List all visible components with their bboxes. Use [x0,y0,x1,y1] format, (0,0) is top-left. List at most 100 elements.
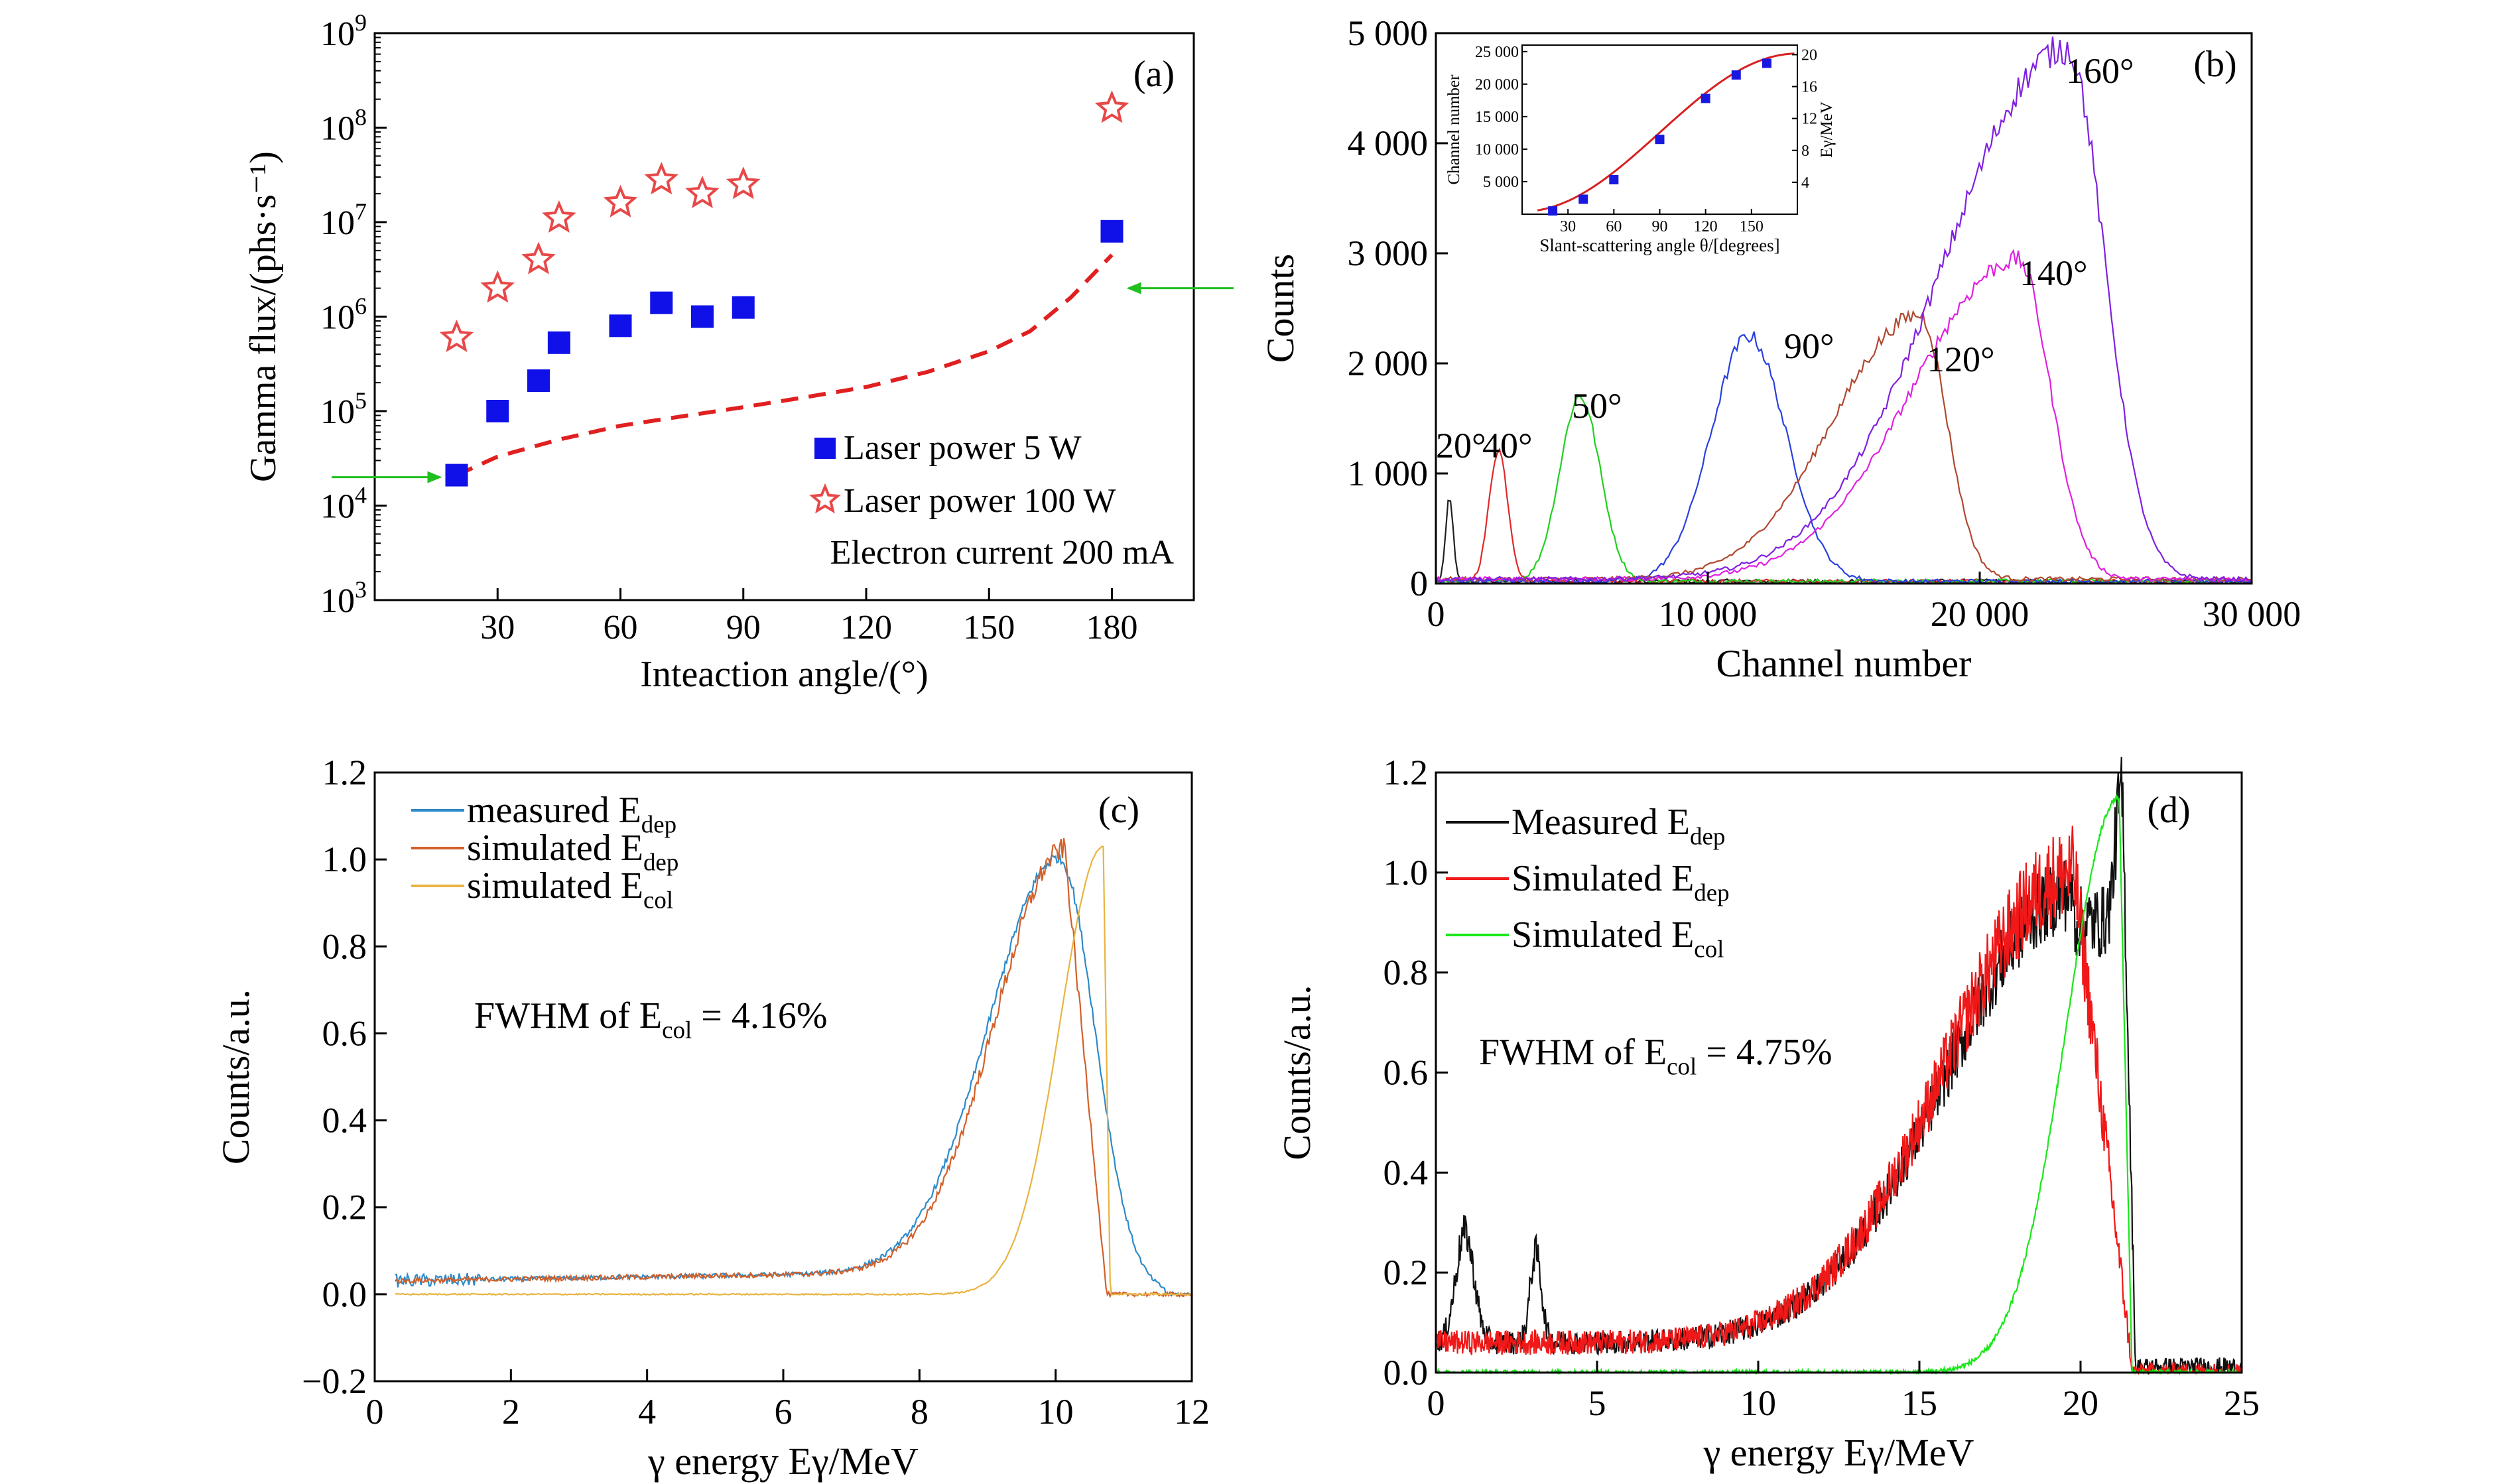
spectrum-line [395,845,1192,1296]
inset-data-point [1578,194,1588,204]
data-point-star [521,241,556,275]
x-tick-label: 2 [502,1392,520,1432]
y-tick-label: 0.4 [322,1101,367,1141]
x-axis-label: γ energy Eγ/MeV [1703,1431,1974,1474]
y-tick-label: 1.2 [1383,753,1429,792]
y-tick-label: 0.8 [1383,953,1429,993]
y-tick-label: 104 [320,482,367,526]
data-point-square [486,400,509,422]
x-tick-label: 15 [1901,1383,1937,1423]
y-tick-label: 107 [320,198,367,242]
spectrum-line [1435,395,2252,585]
annotation-fwhm: FWHM of Ecol = 4.16% [474,995,827,1044]
y-tick-label: 1 000 [1348,454,1429,493]
legend-label: simulated Edep [467,828,678,876]
legend-marker-star [809,483,841,514]
curve-label: 40° [1482,426,1533,465]
legend-label: Measured Edep [1511,802,1725,850]
y-tick-label: −0.2 [302,1361,367,1401]
inset-x-tick-label: 150 [1740,218,1764,235]
y-tick-label: 1.0 [322,839,367,879]
panel-label: (d) [2147,790,2190,831]
inset-data-point [1548,206,1558,216]
spectrum-line [1435,249,2252,583]
panel-b: 0 10 000 20 000 30 000 0 1 000 2 000 3 000 4 000… [1259,13,2301,685]
legend-label-5w: Laser power 5 W [844,429,1082,467]
x-tick-label: 150 [963,609,1015,647]
data-point-star [480,270,515,303]
panel-d: 0 5 10 15 20 25 0.0 0.2 0.4 0.6 0.8 1.0 1.2 γ energy … [1275,753,2260,1474]
x-tick-label: 10 [1740,1383,1776,1423]
y-tick-label: 106 [320,293,367,337]
data-point-square [691,305,714,328]
inset-frame [1521,44,1798,215]
panel-label: (b) [2193,44,2236,85]
data-point-star [685,175,720,209]
legend-label: measured Edep [467,790,676,838]
spectrum-line [1437,826,2242,1375]
curve-label: 120° [1927,340,1995,379]
inset-data-point [1731,70,1741,80]
x-tick-label: 12 [1174,1392,1210,1432]
x-tick-label: 30 [480,609,515,647]
x-axis-label: Inteaction angle/(°) [640,654,928,695]
y-tick-label: 103 [320,576,367,620]
x-tick-label: 8 [911,1392,929,1432]
y-axis-label: Counts [1259,254,1302,363]
legend-marker-square [814,438,836,459]
y-tick-label: 4 000 [1348,123,1429,163]
x-axis-label: Channel number [1716,642,1972,685]
inset-y2-tick-label: 4 [1801,174,1809,192]
x-tick-label: 6 [775,1392,793,1432]
green-arrowhead-left [427,471,442,483]
spectrum-line [1435,36,2251,583]
inset-data-point [1762,58,1771,68]
x-tick-label: 25 [2224,1383,2260,1423]
data-point-square [445,464,468,487]
inset-x-tick-label: 30 [1560,218,1576,235]
y-tick-label: 0.8 [322,926,367,966]
y-tick-label: 0.6 [1383,1053,1429,1093]
y-tick-label: 0 [1410,564,1428,603]
inset-x-tick-label: 90 [1652,218,1668,235]
legend-label: Simulated Ecol [1511,914,1724,963]
inset-data-point [1655,135,1665,145]
x-tick-label: 10 [1038,1392,1074,1432]
y-tick-label: 0.6 [322,1013,367,1053]
spectrum-line [394,837,1192,1299]
y-tick-label: 2 000 [1348,343,1429,383]
data-point-square [732,296,755,319]
data-point-star [439,319,474,353]
curve-label: 140° [2020,253,2088,293]
curve-label: 20° [1436,426,1486,465]
inset-y2-tick-label: 12 [1801,111,1817,128]
legend-label: Simulated Edep [1511,858,1730,906]
x-tick-label: 60 [604,609,638,647]
y-tick-label: 108 [320,104,367,148]
panel-c: 0 2 4 6 8 10 12 −0.2 0.0 0.2 0.4 0.6 0.8 1.0 1.2 γ ener… [214,753,1210,1483]
inset-y2-tick-label: 20 [1801,46,1817,64]
y-tick-label: 0.2 [1383,1253,1429,1292]
data-point-square [547,331,570,354]
data-point-square [650,291,673,314]
y-axis-label: Counts/a.u. [214,989,257,1164]
y-tick-label: 109 [320,9,367,53]
inset-x-tick-label: 120 [1694,218,1718,235]
annotation-fwhm: FWHM of Ecol = 4.75% [1479,1032,1832,1080]
y-tick-label: 0.4 [1383,1152,1429,1192]
data-point-star [603,184,638,217]
inset-data-point [1701,93,1710,103]
x-tick-label: 30 000 [2203,594,2301,634]
inset-y-tick-label: 5 000 [1483,174,1519,191]
inset-y-axis-label: Channel number [1445,74,1463,185]
inset-y2-axis-label: Eγ/MeV [1818,101,1836,158]
curve-label: 50° [1572,386,1622,426]
data-point-star [1094,90,1129,123]
y-tick-label: 1.0 [1383,853,1429,893]
legend-label: simulated Ecol [467,865,673,914]
x-tick-label: 180 [1086,609,1138,647]
dashed-guide-curve [456,253,1114,477]
x-tick-label: 90 [726,609,761,647]
inset-y-tick-label: 15 000 [1475,109,1519,126]
spectrum-line [1435,331,2252,585]
